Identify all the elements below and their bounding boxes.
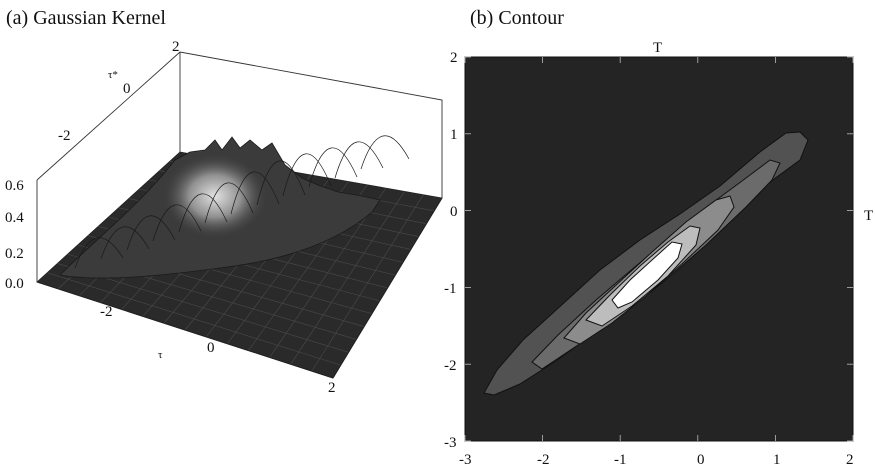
cx-tick-0: 0 (697, 452, 705, 466)
y-tick--2: -2 (58, 128, 71, 144)
surface-mesh-line (204, 182, 254, 224)
y-tick-0: 0 (123, 81, 131, 97)
contour-top-label: T (653, 40, 662, 56)
y-axis-label: τ* (108, 69, 118, 81)
x-tick-2: 2 (328, 380, 336, 396)
panel-b: 2 1 0 -1 -2 -3 -3 -2 -1 0 1 2 T T (444, 40, 873, 466)
cx-tick--3: -3 (459, 452, 472, 466)
cx-tick--2: -2 (537, 452, 550, 466)
surface-mesh-line (126, 215, 176, 251)
cy-tick--2: -2 (444, 358, 457, 374)
surface-mesh-line (256, 160, 306, 206)
surface-mesh-line (230, 171, 280, 215)
cx-tick--1: -1 (614, 452, 627, 466)
surface-mesh-line (360, 135, 410, 170)
z-tick-0.4: 0.4 (5, 210, 24, 226)
floor-grid-line (311, 194, 424, 372)
surface-peak-highlight (163, 154, 267, 238)
box-front-right (332, 197, 443, 379)
contour-tick-marks (464, 56, 854, 442)
contour-bands (483, 131, 809, 396)
surface-mesh-lines (74, 135, 410, 269)
box-back-edges (36, 51, 443, 198)
cy-tick-1: 1 (450, 127, 458, 143)
z-tick-0.0: 0.0 (5, 276, 24, 292)
surface-mesh-line (308, 147, 358, 188)
surface-mesh-line (282, 153, 332, 197)
z-tick-0.2: 0.2 (5, 246, 24, 262)
surface-mesh-line (74, 237, 124, 269)
cx-tick-1: 1 (773, 452, 781, 466)
y-tick-2: 2 (172, 39, 180, 55)
x-axis-label: τ (158, 349, 163, 361)
panel-a-title: (a) Gaussian Kernel (6, 7, 166, 29)
x-tick-0: 0 (207, 340, 215, 356)
surface-mesh-line (178, 193, 228, 233)
panel-a: 0.0 0.2 0.4 0.6 2 0 -2 τ* -2 0 2 τ (5, 39, 443, 396)
surface-mesh-line (334, 141, 384, 179)
contour-level-5 (611, 241, 683, 309)
z-tick-0.6: 0.6 (5, 178, 24, 194)
cy-tick--1: -1 (444, 281, 457, 297)
panel-b-title: (b) Contour (470, 7, 564, 29)
floor-grid-line (290, 191, 405, 365)
x-tick--2: -2 (100, 304, 113, 320)
surface-mesh-line (152, 204, 202, 242)
surface-mesh-line (100, 226, 150, 260)
cy-tick-2: 2 (450, 50, 458, 66)
cy-tick--3: -3 (444, 435, 457, 451)
contour-right-label: T (864, 208, 873, 224)
cy-tick-0: 0 (450, 204, 458, 220)
box-front-left (36, 281, 334, 379)
cx-tick-2: 2 (846, 452, 854, 466)
